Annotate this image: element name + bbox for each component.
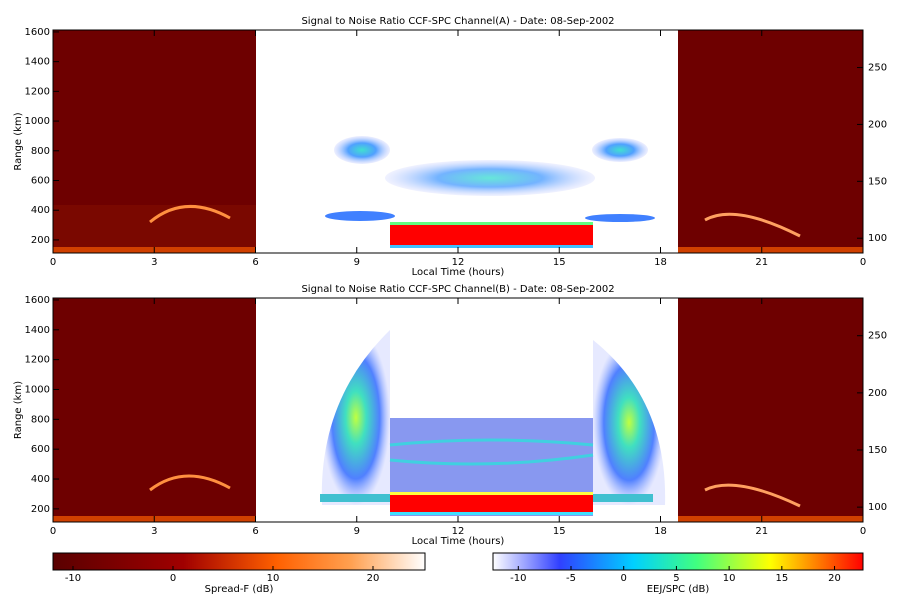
y-tick-label: 1400 — [25, 57, 50, 68]
y-axis-label: Range (km) — [13, 112, 24, 170]
y-tick-label: 1000 — [25, 384, 50, 395]
x-tick-label: 6 — [252, 257, 258, 268]
x-tick-label: 6 — [252, 526, 258, 537]
y2-tick-label: 150 — [868, 176, 887, 187]
y-tick-label: 1600 — [25, 295, 50, 306]
x-tick-label: 18 — [654, 257, 667, 268]
colorbar-tick-label: 10 — [723, 573, 736, 584]
y2-tick-label: 200 — [868, 388, 887, 399]
y2-tick-label: 100 — [868, 502, 887, 513]
y-tick-label: 600 — [31, 175, 50, 186]
x-tick-label: 15 — [553, 526, 566, 537]
colorbar-tick-label: -5 — [566, 573, 576, 584]
y2-tick-label: 200 — [868, 119, 887, 130]
x-tick-label: 18 — [654, 526, 667, 537]
x-tick-label: 12 — [452, 526, 465, 537]
y-tick-label: 800 — [31, 146, 50, 157]
colorbar-tick-label: 15 — [775, 573, 788, 584]
x-axis-label: Local Time (hours) — [412, 536, 505, 547]
y-tick-label: 600 — [31, 444, 50, 455]
colorbar-tick-label: -10 — [510, 573, 526, 584]
panel-b-image — [53, 298, 863, 522]
x-tick-label: 3 — [151, 257, 157, 268]
y-tick-label: 1200 — [25, 355, 50, 366]
colorbar-tick-label: 20 — [367, 573, 380, 584]
colorbar-label: Spread-F (dB) — [205, 584, 274, 595]
y-tick-label: 1200 — [25, 86, 50, 97]
y2-tick-label: 250 — [868, 63, 887, 74]
x-axis-label: Local Time (hours) — [412, 267, 505, 278]
y2-tick-label: 250 — [868, 331, 887, 342]
colorbar-tick-label: 10 — [267, 573, 280, 584]
y-tick-label: 1400 — [25, 325, 50, 336]
y-tick-label: 400 — [31, 205, 50, 216]
x-tick-label: 0 — [860, 526, 866, 537]
x-tick-label: 21 — [755, 257, 768, 268]
y-tick-label: 200 — [31, 235, 50, 246]
colorbar-spread-f — [52, 552, 426, 571]
y-tick-label: 400 — [31, 474, 50, 485]
colorbar-tick-label: 0 — [170, 573, 176, 584]
x-tick-label: 21 — [755, 526, 768, 537]
colorbar-tick-label: 20 — [828, 573, 841, 584]
y2-tick-label: 150 — [868, 445, 887, 456]
y-tick-label: 200 — [31, 504, 50, 515]
panel-a-image — [53, 30, 863, 253]
y-tick-label: 800 — [31, 414, 50, 425]
x-tick-label: 0 — [860, 257, 866, 268]
x-tick-label: 3 — [151, 526, 157, 537]
colorbar-tick-label: 0 — [621, 573, 627, 584]
x-tick-label: 0 — [50, 526, 56, 537]
x-tick-label: 0 — [50, 257, 56, 268]
y2-tick-label: 100 — [868, 233, 887, 244]
y-axis-label: Range (km) — [13, 381, 24, 439]
chart-title: Signal to Noise Ratio CCF-SPC Channel(B)… — [301, 284, 614, 295]
colorbar-tick-label: -10 — [65, 573, 81, 584]
x-tick-label: 15 — [553, 257, 566, 268]
x-tick-label: 9 — [354, 526, 360, 537]
y-tick-label: 1000 — [25, 116, 50, 127]
x-tick-label: 12 — [452, 257, 465, 268]
colorbar-eej — [492, 552, 864, 571]
y-tick-label: 1600 — [25, 27, 50, 38]
colorbar-tick-label: 5 — [673, 573, 679, 584]
colorbar-label: EEJ/SPC (dB) — [647, 584, 710, 595]
chart-title: Signal to Noise Ratio CCF-SPC Channel(A)… — [301, 16, 614, 27]
x-tick-label: 9 — [354, 257, 360, 268]
